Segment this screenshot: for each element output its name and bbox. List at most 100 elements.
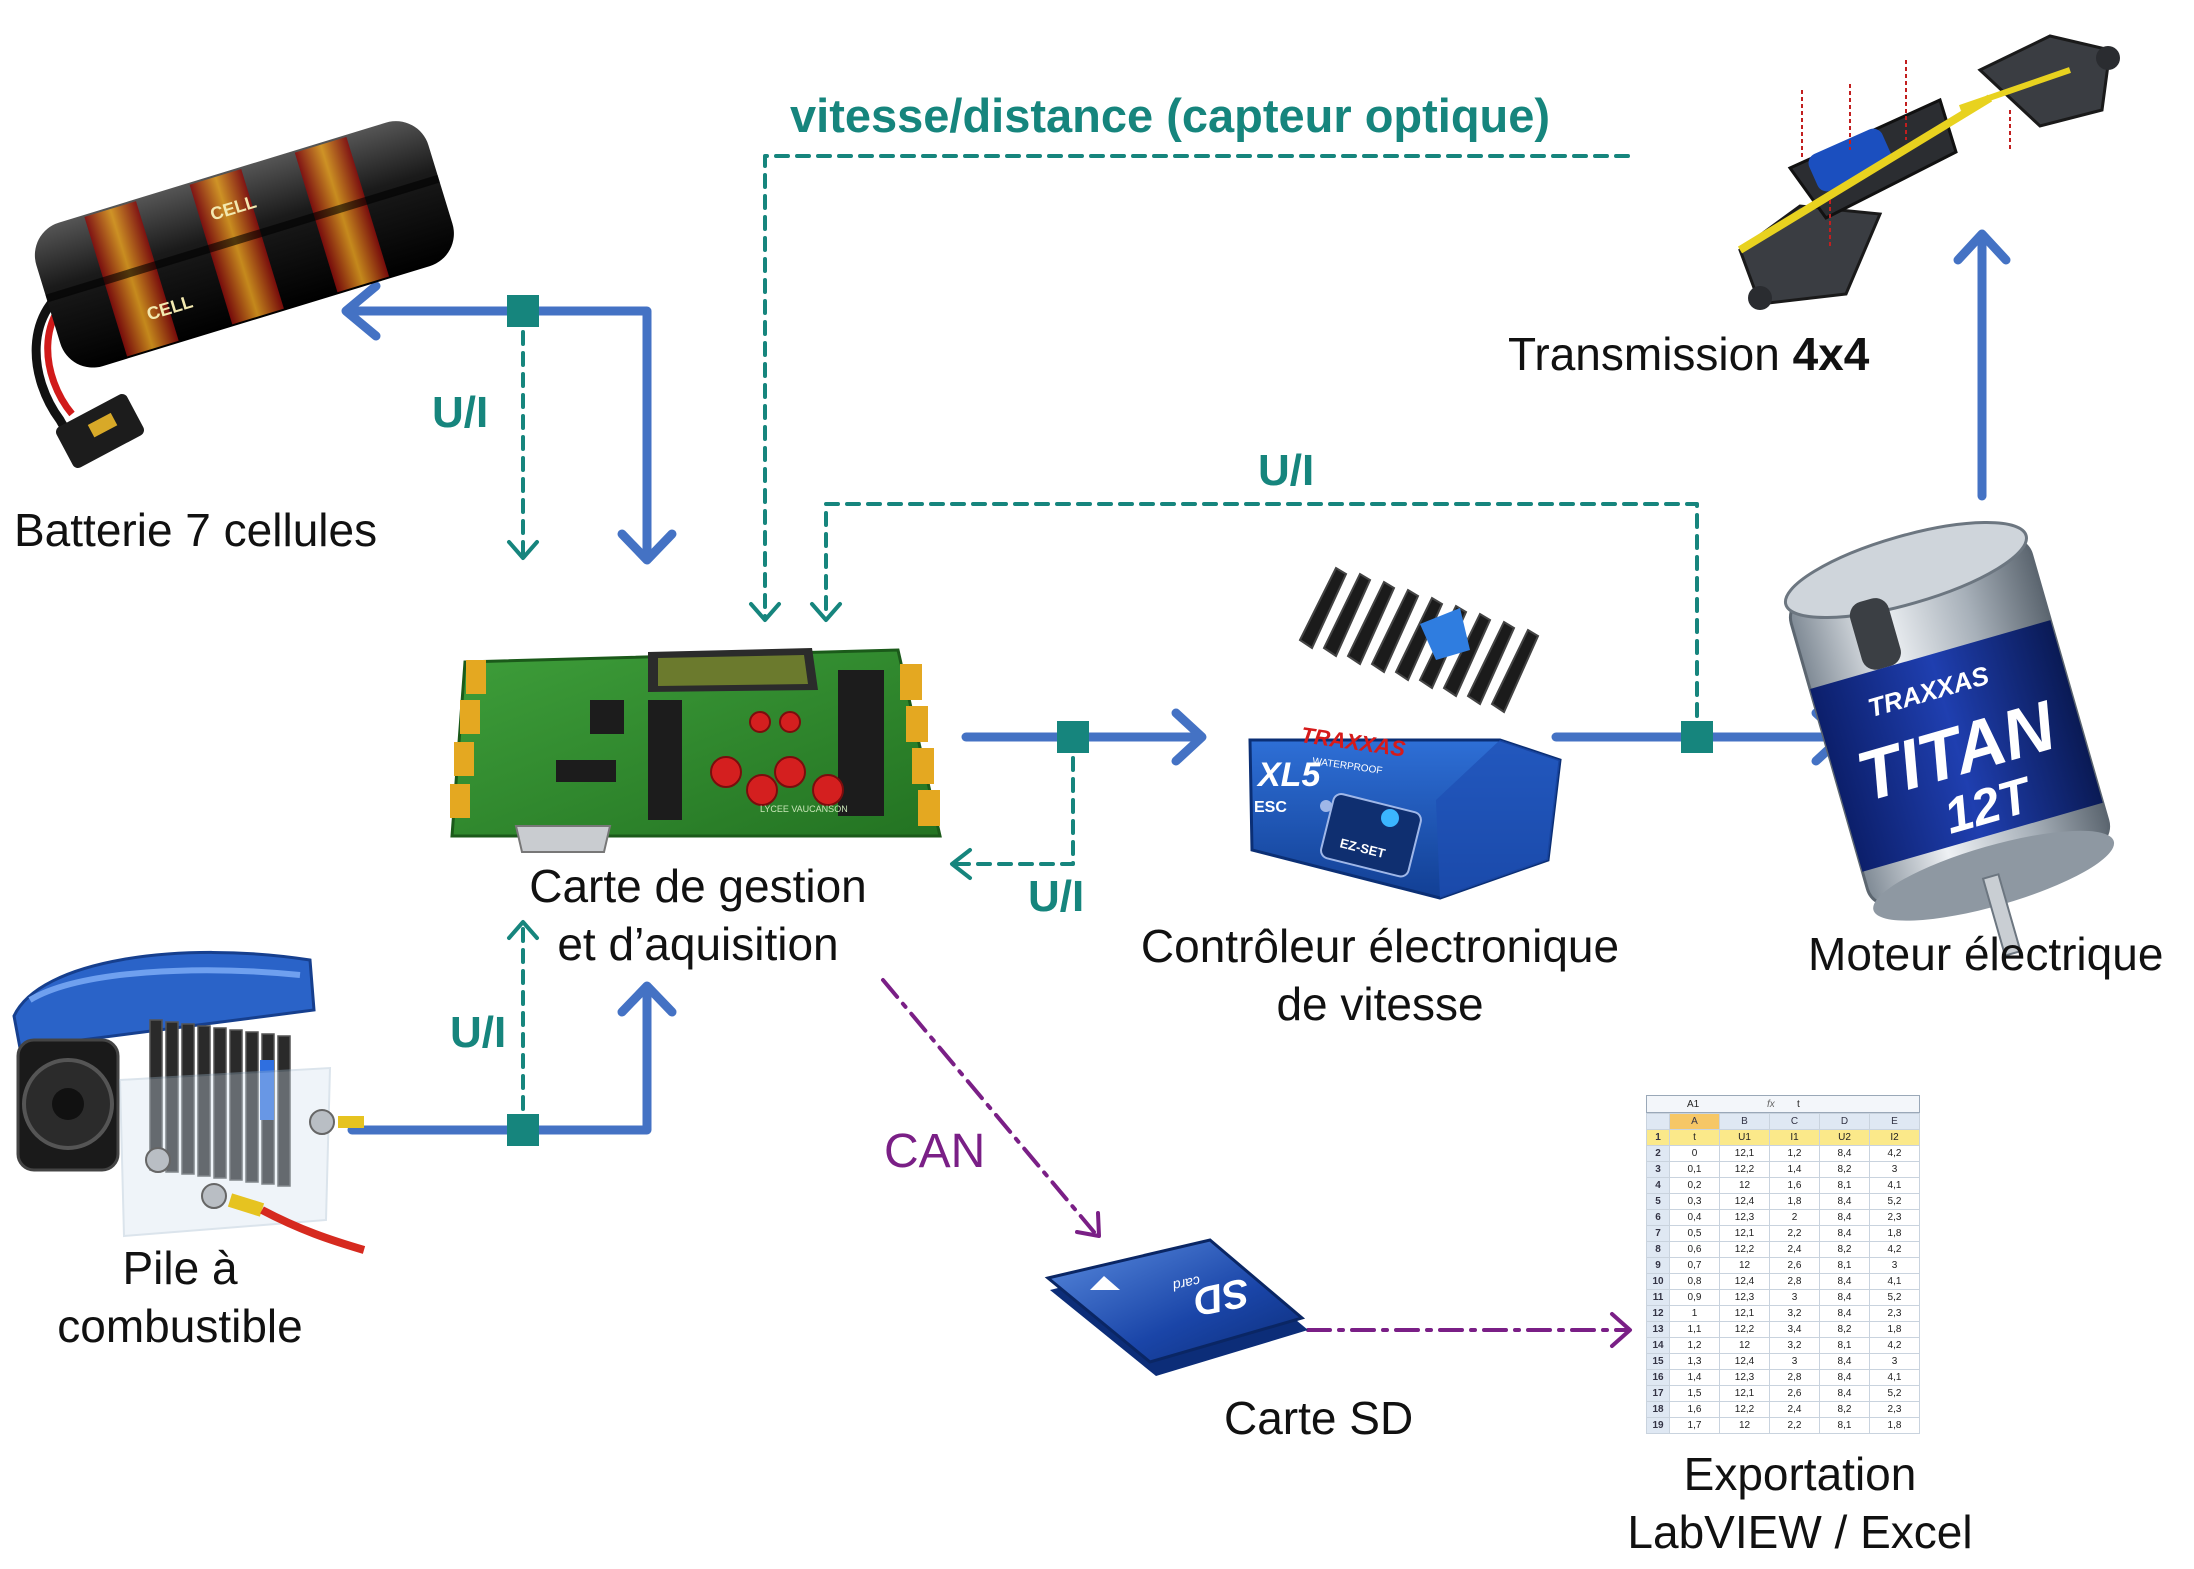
table-cell: 2,2 (1769, 1417, 1820, 1434)
table-cell: 3,2 (1769, 1337, 1820, 1354)
table-row: 12 1 12,1 3,2 8,4 2,3 (1646, 1305, 1920, 1322)
table-cell: 1,3 (1669, 1353, 1720, 1370)
controller-label-line1: Contrôleur électronique (1140, 920, 1620, 972)
cell-reference: A1 (1687, 1098, 1700, 1110)
table-row: 7 0,5 12,1 2,2 8,4 1,8 (1646, 1225, 1920, 1242)
table-cell: 1 (1669, 1305, 1720, 1322)
table-cell: 12,2 (1719, 1401, 1770, 1418)
motor-measure-arrow (810, 602, 842, 622)
corner-cell (1646, 1113, 1670, 1130)
row-number: 10 (1646, 1273, 1670, 1290)
board-label-line1: Carte de gestion (529, 860, 867, 912)
column-header: D (1819, 1113, 1870, 1130)
table-cell: 1,8 (1869, 1321, 1920, 1338)
row-number: 16 (1646, 1369, 1670, 1386)
sdcard-label: Carte SD (1224, 1392, 1414, 1444)
table-cell: 4,2 (1869, 1337, 1920, 1354)
row-number: 19 (1646, 1417, 1670, 1434)
battery-image: CELL CELL (31, 121, 454, 468)
ui-label-fuelcell: U/I (450, 1008, 507, 1057)
table-cell: 3,4 (1769, 1321, 1820, 1338)
table-cell: 3 (1769, 1289, 1820, 1306)
table-cell: 3,2 (1769, 1305, 1820, 1322)
formula-value: t (1797, 1098, 1800, 1110)
table-cell: U2 (1819, 1129, 1870, 1146)
table-cell: 8,2 (1819, 1321, 1870, 1338)
svg-text:XL5: XL5 (1256, 756, 1321, 794)
table-cell: 3 (1769, 1353, 1820, 1370)
table-cell: 12,4 (1719, 1193, 1770, 1210)
export-arrow (1610, 1312, 1632, 1348)
row-number: 2 (1646, 1145, 1670, 1162)
transmission-label: Transmission 4x4 (1508, 326, 1869, 384)
table-cell: 12 (1719, 1177, 1770, 1194)
column-header: A (1669, 1113, 1720, 1130)
table-cell: 4,1 (1869, 1369, 1920, 1386)
table-cell: 2,2 (1769, 1225, 1820, 1242)
table-row: 5 0,3 12,4 1,8 8,4 5,2 (1646, 1193, 1920, 1210)
table-cell: 8,4 (1819, 1353, 1870, 1370)
table-cell: 8,4 (1819, 1369, 1870, 1386)
ui-label-esc-feedback: U/I (1028, 872, 1085, 921)
table-row: 9 0,7 12 2,6 8,1 3 (1646, 1257, 1920, 1274)
table-cell: 5,2 (1869, 1385, 1920, 1402)
table-cell: 12,1 (1719, 1225, 1770, 1242)
table-row: 2 0 12,1 1,2 8,4 4,2 (1646, 1145, 1920, 1162)
transmission-arrowhead (1953, 229, 2011, 265)
table-row: 4 0,2 12 1,6 8,1 4,1 (1646, 1177, 1920, 1194)
table-cell: 5,2 (1869, 1289, 1920, 1306)
row-number: 7 (1646, 1225, 1670, 1242)
battery-measure-arrow (507, 540, 539, 560)
svg-text:card: card (1170, 1273, 1201, 1295)
node-board-esc (1057, 721, 1089, 753)
row-number: 5 (1646, 1193, 1670, 1210)
table-cell: 2,4 (1769, 1241, 1820, 1258)
table-cell: 1,8 (1869, 1225, 1920, 1242)
row-number: 17 (1646, 1385, 1670, 1402)
table-cell: 3 (1869, 1353, 1920, 1370)
esc-feedback-arrow (950, 848, 972, 880)
table-cell: 12,1 (1719, 1305, 1770, 1322)
svg-text:LYCEE VAUCANSON: LYCEE VAUCANSON (760, 804, 848, 814)
controller-label-line2: de vitesse (1276, 977, 1484, 1030)
sdcard-image: SD card (1044, 1238, 1308, 1376)
table-cell: 8,2 (1819, 1241, 1870, 1258)
table-cell: 0 (1669, 1145, 1720, 1162)
table-row: 13 1,1 12,2 3,4 8,2 1,8 (1646, 1321, 1920, 1338)
table-cell: 0,1 (1669, 1161, 1720, 1178)
table-cell: 1,6 (1669, 1401, 1720, 1418)
table-cell: 0,4 (1669, 1209, 1720, 1226)
header-row: 1 t U1 I1 U2 I2 (1646, 1129, 1920, 1146)
table-cell: 8,4 (1819, 1273, 1870, 1290)
fuelcell-power-line (347, 985, 652, 1135)
table-cell: 2,8 (1769, 1273, 1820, 1290)
table-cell: 12,3 (1719, 1209, 1770, 1226)
table-cell: 3 (1869, 1161, 1920, 1178)
fuelcell-label-line1: Pile à (122, 1242, 238, 1294)
table-cell: 0,7 (1669, 1257, 1720, 1274)
svg-text:ESC: ESC (1254, 799, 1287, 816)
table-cell: 0,3 (1669, 1193, 1720, 1210)
fuelcell-arrowhead (617, 981, 677, 1017)
table-cell: 12,4 (1719, 1273, 1770, 1290)
table-cell: 12,1 (1719, 1385, 1770, 1402)
table-cell: 2,6 (1769, 1385, 1820, 1402)
can-line (881, 978, 1096, 1234)
table-cell: 12 (1719, 1257, 1770, 1274)
table-cell: 8,4 (1819, 1145, 1870, 1162)
export-label-line1: Exportation (1683, 1448, 1917, 1500)
export-label: Exportation LabVIEW / Excel (1600, 1446, 2000, 1561)
speed-sensor-line (763, 154, 1630, 620)
motor-label: Moteur électrique (1808, 928, 2164, 980)
motor-measure-line (824, 502, 1699, 739)
table-cell: 2,3 (1869, 1209, 1920, 1226)
row-number: 18 (1646, 1401, 1670, 1418)
battery-label: Batterie 7 cellules (14, 504, 378, 556)
row-number: 9 (1646, 1257, 1670, 1274)
table-cell: 2,8 (1769, 1369, 1820, 1386)
row-number: 13 (1646, 1321, 1670, 1338)
table-cell: 0,8 (1669, 1273, 1720, 1290)
table-cell: 8,4 (1819, 1225, 1870, 1242)
board-label-line2: et d’aquisition (557, 917, 839, 970)
table-cell: 2,6 (1769, 1257, 1820, 1274)
